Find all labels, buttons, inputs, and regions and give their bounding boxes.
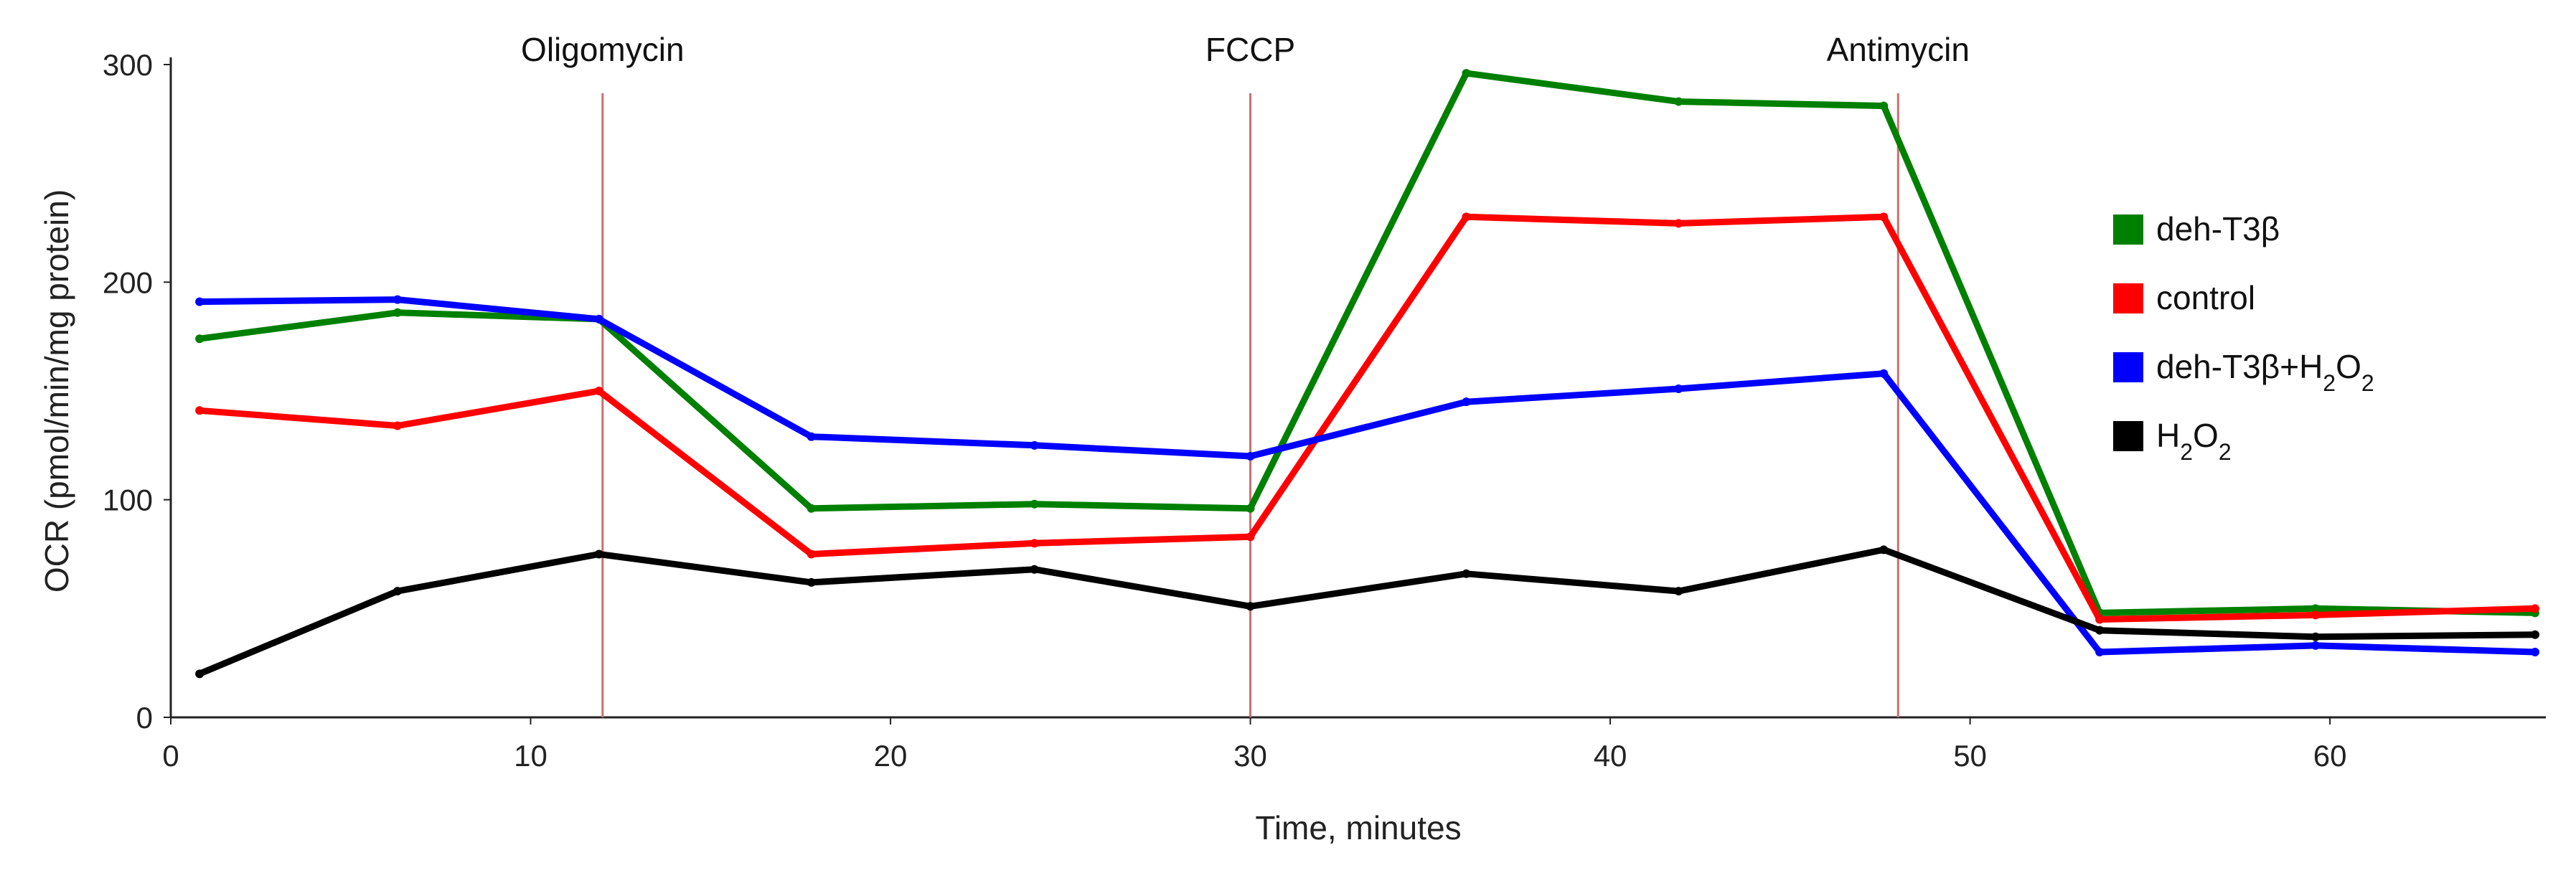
data-point [1030, 440, 1039, 450]
data-point [2311, 604, 2321, 613]
data-point [1246, 532, 1255, 542]
data-point [2311, 641, 2321, 650]
series-line [196, 70, 2539, 616]
data-point [195, 297, 205, 306]
data-point [1462, 569, 1471, 578]
series-line [196, 546, 2539, 677]
legend-swatch [2113, 283, 2143, 313]
data-point [594, 314, 603, 324]
data-point [1462, 212, 1471, 222]
y-tick-label: 200 [103, 265, 153, 299]
series-line [196, 213, 2539, 623]
data-point [2095, 648, 2105, 656]
data-point [1030, 565, 1039, 574]
data-point [1879, 369, 1889, 378]
data-point [392, 587, 402, 596]
series-line [196, 296, 2539, 656]
annotation-label: FCCP [1205, 31, 1295, 68]
series-group [195, 295, 2539, 656]
annotation-lines: Oligomycin FCCP Antimycin [521, 31, 1970, 717]
data-point [807, 432, 816, 441]
data-point [2311, 610, 2321, 620]
series-group [195, 545, 2539, 679]
data-point [2530, 630, 2539, 639]
data-point [1879, 101, 1889, 110]
data-point [2095, 615, 2105, 624]
data-point [1246, 602, 1255, 611]
data-point [1674, 219, 1683, 228]
series-group [195, 69, 2539, 618]
legend-label: H2O2 [2156, 417, 2232, 465]
series-group [195, 212, 2539, 624]
data-point [594, 387, 603, 395]
data-point [1674, 384, 1683, 393]
legend: deh-T3β control deh-T3β+H2O2 H2O2 [2113, 210, 2374, 465]
data-point [1030, 499, 1039, 509]
data-point [195, 334, 205, 344]
annotation-label: Oligomycin [521, 31, 685, 68]
legend-swatch [2113, 421, 2143, 451]
x-tick-label: 40 [1594, 739, 1627, 773]
data-point [1462, 397, 1471, 407]
legend-swatch [2113, 352, 2143, 382]
data-point [2530, 604, 2539, 613]
x-tick-label: 0 [162, 739, 179, 773]
data-point [2530, 648, 2539, 656]
data-point [1674, 97, 1683, 106]
data-point [195, 406, 205, 415]
data-point [1246, 452, 1255, 461]
data-point [195, 669, 205, 679]
data-point [807, 577, 816, 587]
data-point [1674, 587, 1683, 596]
data-point [392, 421, 402, 430]
data-point [1879, 212, 1889, 222]
data-point [1246, 504, 1255, 513]
data-point [807, 504, 816, 513]
y-tick-label: 0 [136, 701, 153, 735]
series-lines [195, 69, 2539, 679]
legend-label: control [2156, 279, 2255, 316]
data-point [1879, 545, 1889, 555]
x-tick-label: 60 [2313, 739, 2347, 773]
x-tick-label: 10 [514, 739, 547, 773]
x-tick-label: 50 [1953, 739, 1987, 773]
x-tick-label: 30 [1233, 739, 1267, 773]
data-point [2095, 626, 2105, 635]
data-point [392, 295, 402, 304]
annotation-label: Antimycin [1827, 31, 1970, 68]
data-point [807, 549, 816, 559]
data-point [594, 549, 603, 559]
y-tick-label: 300 [103, 48, 153, 82]
data-point [1462, 69, 1471, 78]
axes: 0 10 20 30 40 50 60 0 100 200 300 Time, minutes OCR … [38, 48, 2546, 846]
x-tick-label: 20 [874, 739, 908, 773]
data-point [1030, 539, 1039, 548]
data-point [2311, 632, 2321, 641]
legend-label: deh-T3β+H2O2 [2156, 348, 2374, 396]
legend-swatch [2113, 214, 2143, 245]
legend-label: deh-T3β [2156, 210, 2280, 247]
y-axis-title: OCR (pmol/min/mg protein) [38, 189, 75, 593]
x-axis-title: Time, minutes [1255, 809, 1461, 846]
y-tick-label: 100 [103, 483, 153, 517]
data-point [392, 308, 402, 317]
